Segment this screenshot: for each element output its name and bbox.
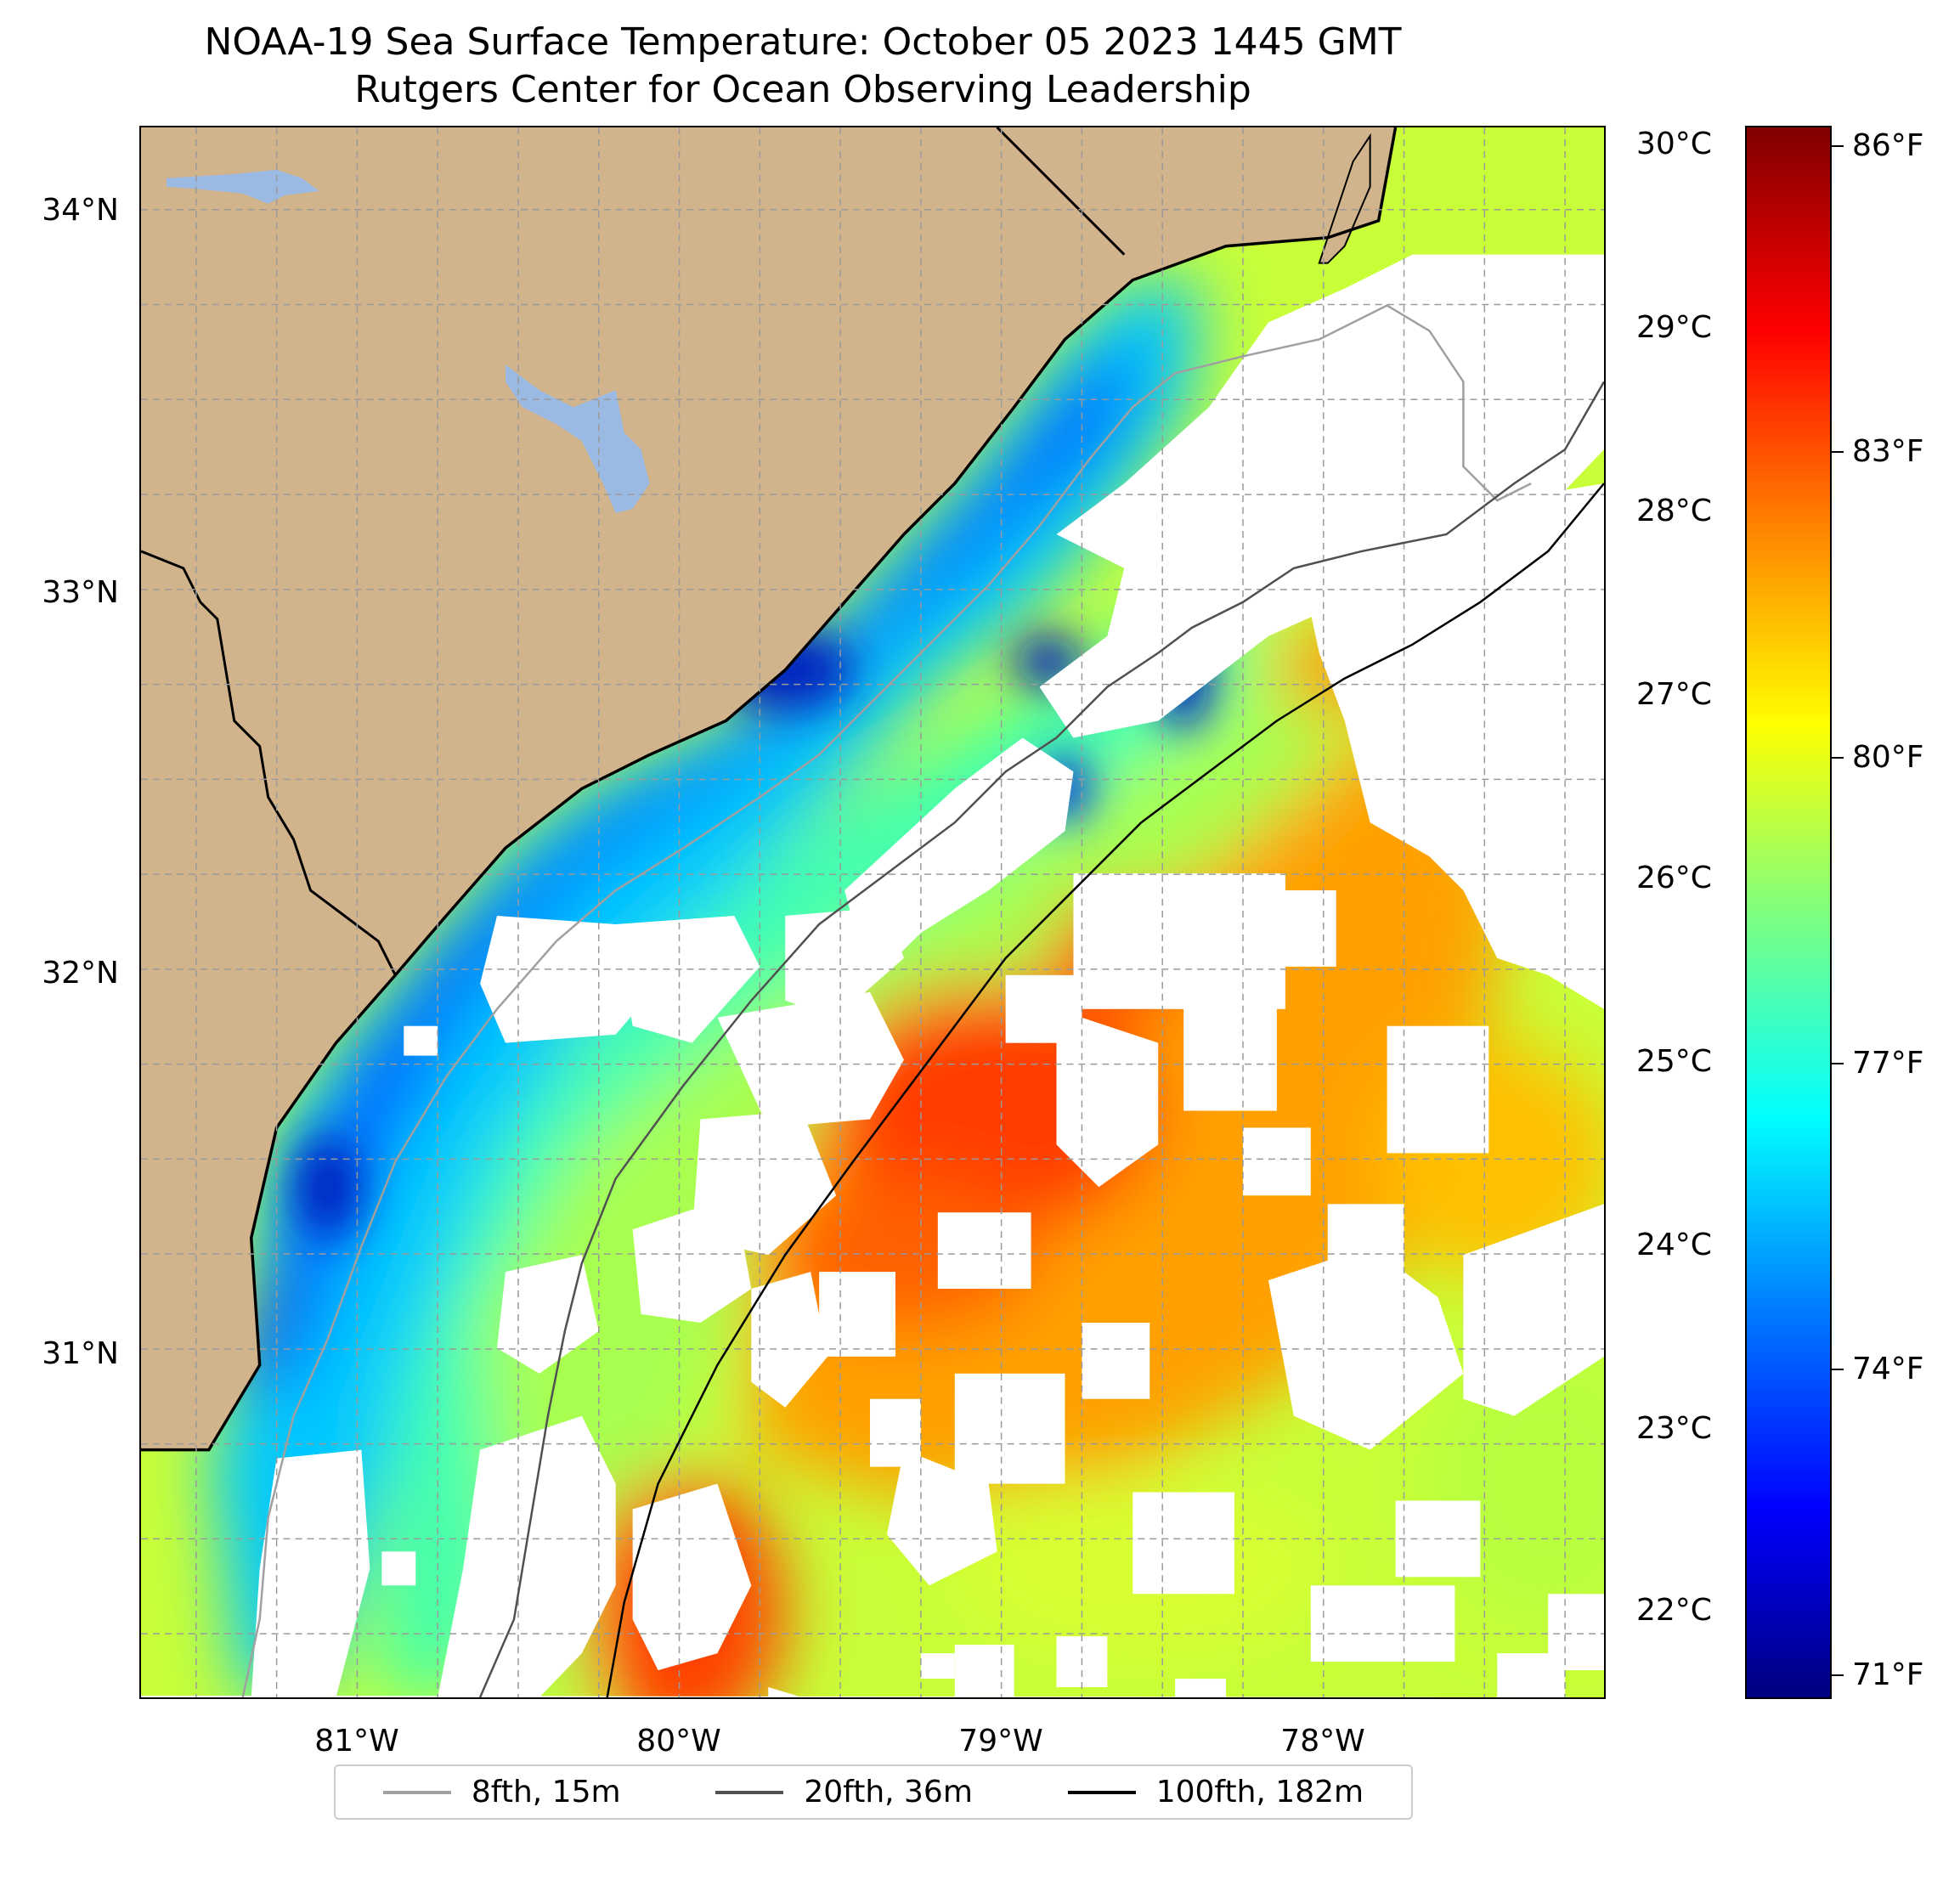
tick-80f — [1832, 757, 1844, 759]
map-subtitle: Rutgers Center for Ocean Observing Leade… — [354, 68, 1251, 111]
colorbar-label-80f: 80°F — [1852, 740, 1924, 775]
land-area — [141, 127, 1396, 1450]
temperature-colorbar — [1745, 126, 1832, 1699]
lake-moultrie — [506, 364, 650, 514]
sst-map-canvas — [141, 127, 1604, 1697]
colorbar-label-24c: 24°C — [1636, 1228, 1712, 1262]
legend-item-20fth: 20fth, 36m — [715, 1775, 973, 1809]
lake-marion — [166, 169, 319, 204]
colorbar-label-27c: 27°C — [1636, 677, 1712, 712]
lon-label-80w: 80°W — [636, 1724, 721, 1759]
lat-label-31n: 31°N — [42, 1336, 119, 1371]
legend-label-20fth: 20fth, 36m — [804, 1775, 973, 1809]
colorbar-label-86f: 86°F — [1852, 128, 1924, 163]
map-title: NOAA-19 Sea Surface Temperature: October… — [204, 20, 1402, 64]
graticule — [141, 127, 1604, 1697]
legend-label-8fth: 8fth, 15m — [471, 1775, 621, 1809]
colorbar-label-28c: 28°C — [1636, 494, 1712, 528]
tick-71f — [1832, 1674, 1844, 1676]
tick-77f — [1832, 1063, 1844, 1064]
tick-74f — [1832, 1369, 1844, 1370]
lon-label-79w: 79°W — [958, 1724, 1043, 1759]
isobath-20fth — [478, 381, 1604, 1697]
lon-label-81w: 81°W — [314, 1724, 399, 1759]
tick-86f — [1832, 145, 1844, 147]
lat-label-34n: 34°N — [42, 193, 119, 228]
isobath-8fth — [241, 304, 1532, 1697]
lon-label-78w: 78°W — [1280, 1724, 1365, 1759]
sst-map[interactable] — [139, 126, 1606, 1699]
legend-item-8fth: 8fth, 15m — [382, 1775, 621, 1809]
colorbar-label-30c: 30°C — [1636, 127, 1712, 161]
colorbar-label-71f: 71°F — [1852, 1657, 1924, 1692]
colorbar-label-26c: 26°C — [1636, 861, 1712, 895]
colorbar-label-74f: 74°F — [1852, 1352, 1924, 1386]
legend-swatch-20fth — [715, 1790, 784, 1794]
lat-label-32n: 32°N — [42, 956, 119, 991]
isobath-legend: 8fth, 15m 20fth, 36m 100fth, 182m — [334, 1764, 1413, 1820]
isobath-100fth — [606, 483, 1604, 1697]
colorbar-label-83f: 83°F — [1852, 434, 1924, 469]
lat-label-33n: 33°N — [42, 575, 119, 610]
coastline — [141, 127, 1398, 1452]
colorbar-label-22c: 22°C — [1636, 1593, 1712, 1628]
colorbar-label-77f: 77°F — [1852, 1046, 1924, 1081]
colorbar-label-23c: 23°C — [1636, 1411, 1712, 1446]
colorbar-label-25c: 25°C — [1636, 1044, 1712, 1079]
legend-swatch-8fth — [382, 1790, 451, 1794]
legend-swatch-100fth — [1067, 1790, 1136, 1794]
legend-item-100fth: 100fth, 182m — [1067, 1775, 1364, 1809]
colorbar-label-29c: 29°C — [1636, 310, 1712, 345]
legend-label-100fth: 100fth, 182m — [1155, 1775, 1364, 1809]
tick-83f — [1832, 451, 1844, 453]
